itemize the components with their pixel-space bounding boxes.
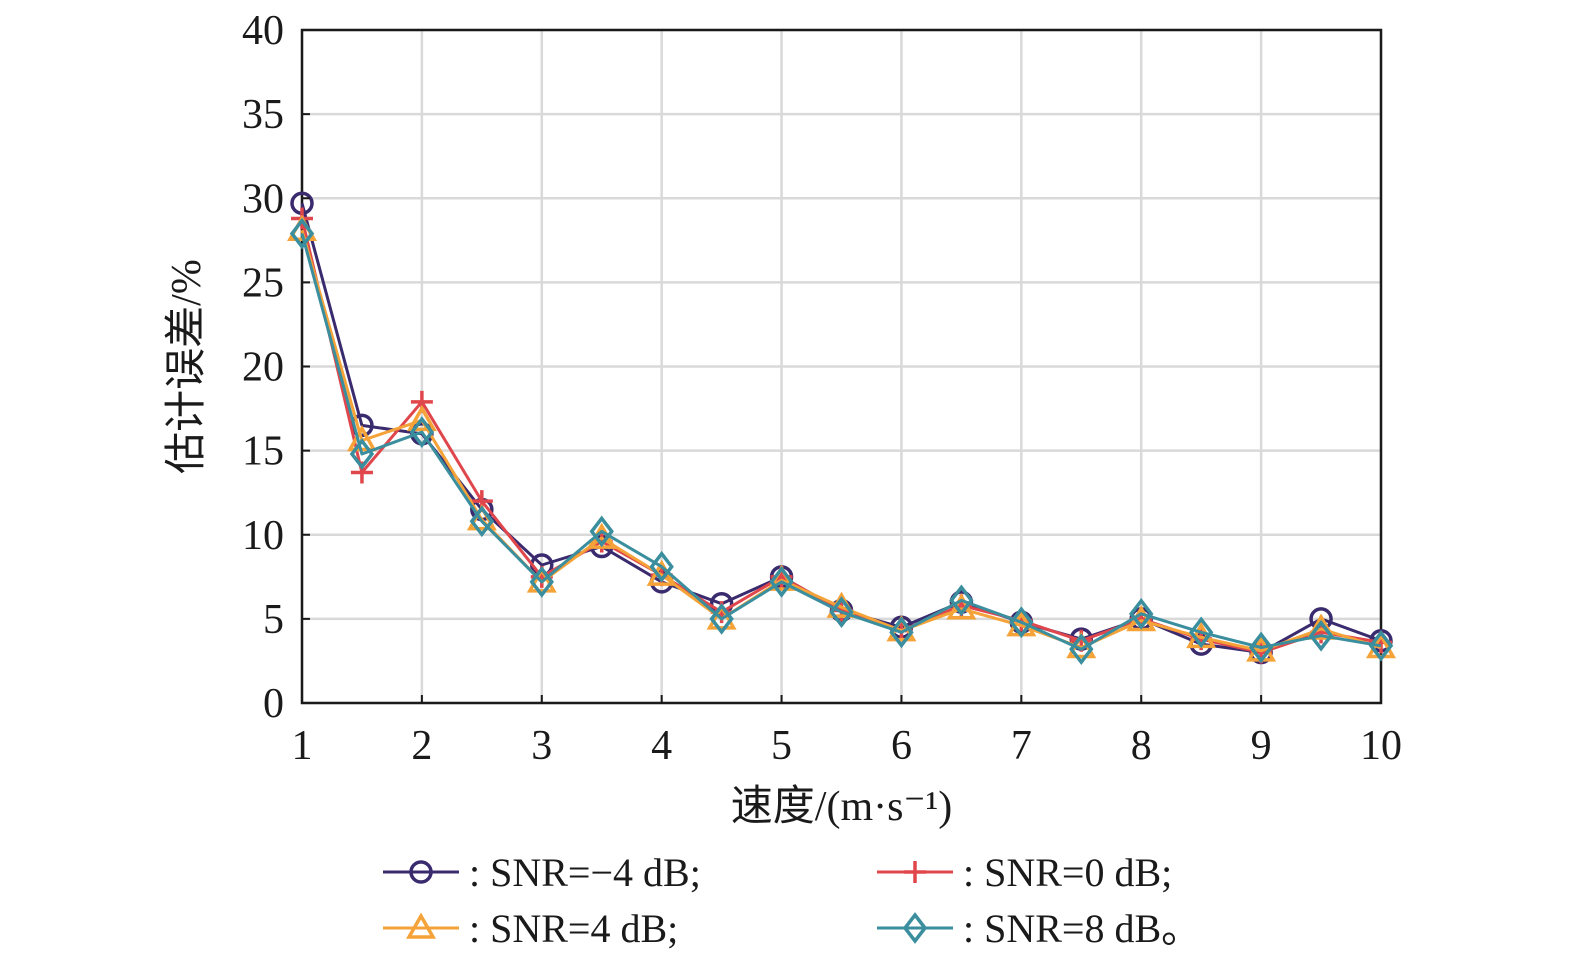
- series-line: [300, 229, 1382, 653]
- legend-label: : SNR=4 dB;: [469, 906, 678, 951]
- x-tick-label: 10: [1360, 723, 1402, 769]
- x-tick-label: 4: [651, 723, 672, 769]
- x-axis-ticks: 1 2 3 4 5 6 7 8 9 10: [292, 695, 1402, 769]
- data-point-diamond: [469, 505, 495, 538]
- data-point-diamond: [1188, 616, 1214, 649]
- data-point-diamond: [1248, 631, 1274, 664]
- y-tick-label: 35: [242, 92, 284, 138]
- data-point-triangle: [526, 566, 557, 593]
- data-point-diamond: [829, 596, 854, 629]
- data-point-diamond: [1069, 633, 1094, 666]
- x-tick-label: 9: [1251, 723, 1272, 769]
- y-tick-label: 40: [242, 8, 284, 54]
- x-tick-label: 7: [1011, 723, 1032, 769]
- data-point-diamond: [289, 217, 315, 250]
- legend-marker-plus: [904, 861, 926, 883]
- x-tick-label: 8: [1131, 723, 1152, 769]
- x-tick-label: 2: [411, 723, 432, 769]
- series-diamond: [289, 217, 1394, 666]
- data-point-diamond: [409, 416, 435, 448]
- x-axis-label: 速度/(m·s⁻¹): [731, 784, 952, 830]
- series-line: [300, 202, 1382, 654]
- data-point-diamond: [1009, 606, 1034, 639]
- data-point-triangle: [1306, 613, 1337, 640]
- series-triangle: [286, 214, 1397, 662]
- y-axis-label: 估计误差/%: [164, 259, 210, 474]
- data-point-diamond: [709, 603, 734, 635]
- y-tick-label: 10: [242, 513, 284, 559]
- y-tick-label: 5: [263, 597, 284, 643]
- x-tick-label: 1: [292, 723, 313, 769]
- y-tick-label: 20: [242, 345, 284, 391]
- data-point-diamond: [949, 584, 974, 617]
- legend-item: : SNR=−4 dB;: [383, 850, 701, 895]
- y-tick-label: 0: [263, 681, 284, 727]
- data-point-triangle: [406, 404, 437, 432]
- legend-item: : SNR=8 dB。: [877, 906, 1201, 951]
- legend-item: : SNR=0 dB;: [877, 850, 1172, 895]
- legend-label: : SNR=0 dB;: [963, 850, 1172, 895]
- legend-label: : SNR=8 dB。: [963, 906, 1201, 951]
- data-point-diamond: [1129, 597, 1154, 630]
- legend-marker-circle: [409, 860, 433, 884]
- data-point-diamond: [589, 515, 614, 548]
- legend: : SNR=−4 dB; : SNR=0 dB; : SNR=4 dB; : SNR=…: [383, 850, 1201, 951]
- y-axis-ticks: 0 5 10 15 20 25 30 35 40: [242, 8, 310, 727]
- data-point-triangle: [706, 603, 737, 630]
- data-point-diamond: [889, 616, 914, 649]
- x-tick-label: 5: [771, 723, 792, 769]
- data-point-diamond: [349, 438, 375, 470]
- x-tick-label: 6: [891, 723, 912, 769]
- y-tick-label: 30: [242, 176, 284, 222]
- y-tick-label: 15: [242, 429, 284, 475]
- y-tick-label: 25: [242, 260, 284, 306]
- data-point-diamond: [649, 550, 674, 583]
- data-point-diamond: [769, 565, 794, 598]
- legend-item: : SNR=4 dB;: [383, 906, 678, 951]
- x-tick-label: 3: [531, 723, 552, 769]
- data-point-diamond: [529, 565, 554, 598]
- data-point-diamond: [1308, 619, 1334, 652]
- legend-marker-triangle: [405, 912, 437, 939]
- legend-label: : SNR=−4 dB;: [469, 850, 701, 895]
- series-layer: [286, 191, 1397, 666]
- series-line: [300, 233, 1382, 651]
- legend-marker-diamond: [902, 912, 928, 944]
- data-point-diamond: [1368, 629, 1394, 662]
